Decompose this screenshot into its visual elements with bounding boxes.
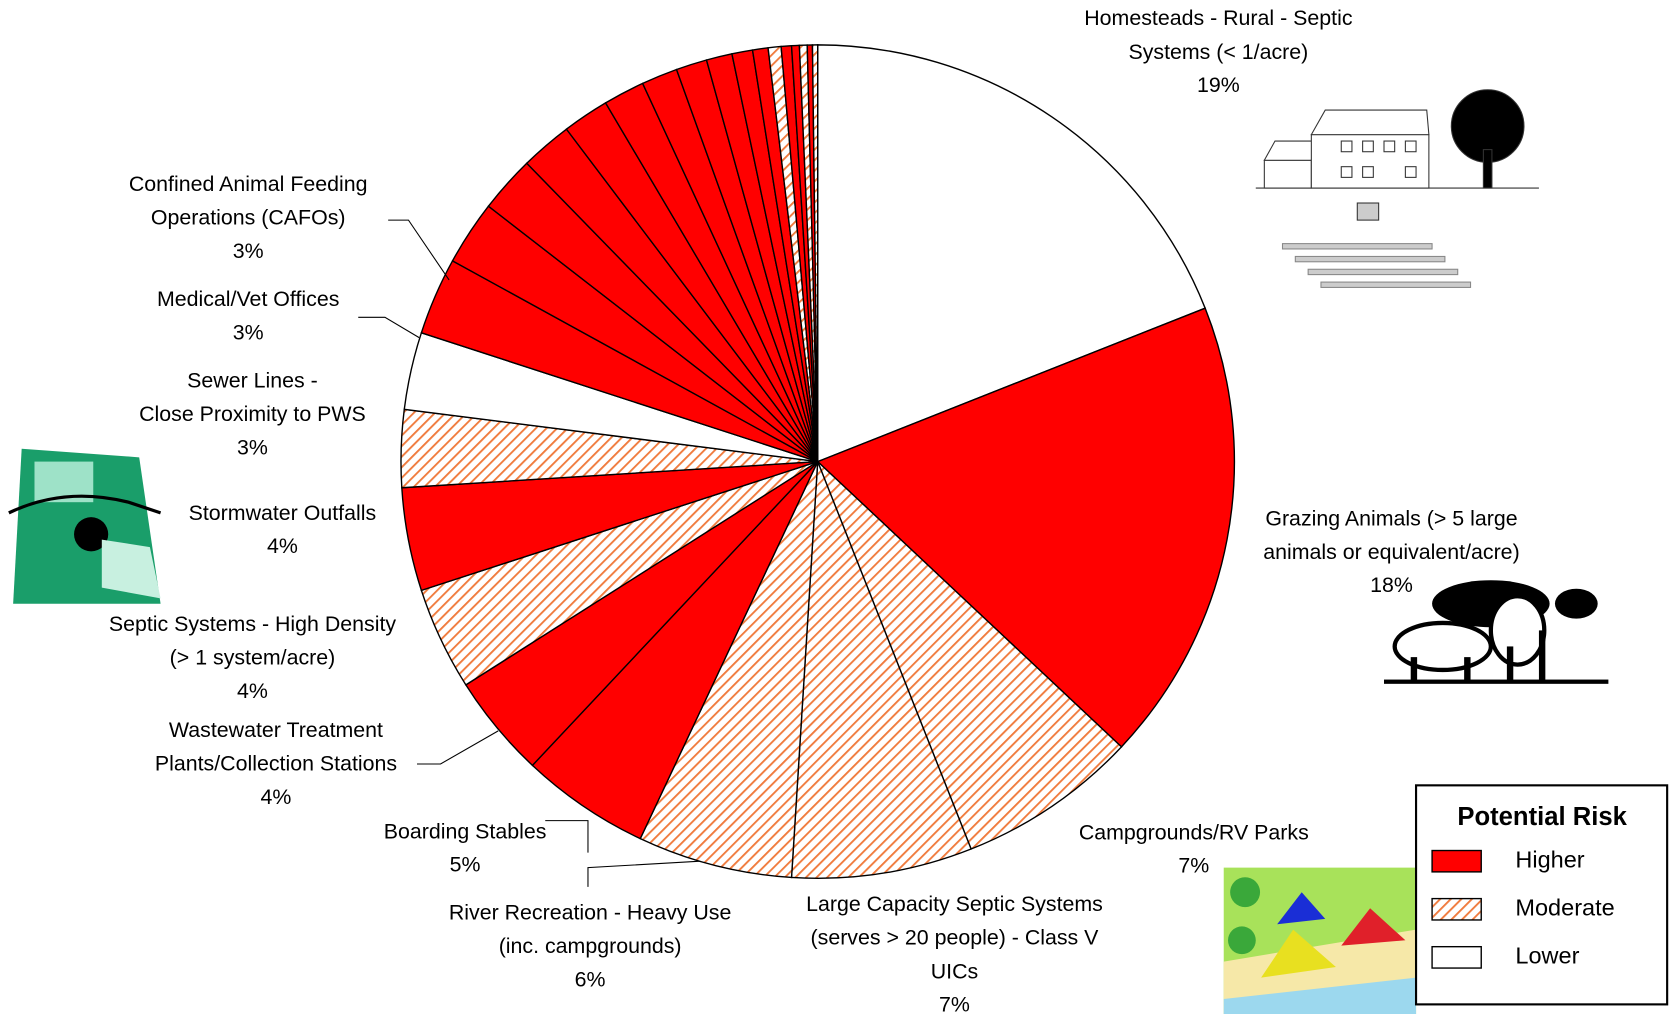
value-label: 3% [233,239,264,263]
clipart-animals [1384,580,1608,684]
legend-title: Potential Risk [1457,803,1627,831]
value-label: 4% [237,679,268,703]
legend: Potential Risk Higher Moderate Lower [1416,785,1667,1004]
legend-swatch [1432,947,1481,968]
slice-label: Boarding Stables [384,819,547,843]
value-label: 4% [267,534,298,558]
leader-line [588,861,700,887]
clipart-stormwater [9,449,161,604]
legend-swatch [1432,851,1481,872]
value-label: 3% [237,435,268,459]
leader-line [388,220,449,280]
slice-label: Septic Systems - High Density(> 1 system… [109,612,397,670]
value-label: 6% [575,968,606,992]
legend-label: Lower [1515,943,1579,969]
page: {"chart_data": { "type": "pie", "categor… [0,0,1676,1014]
value-label: 18% [1370,573,1413,597]
clipart-homestead [1256,90,1539,288]
slice-label: Stormwater Outfalls [189,501,377,525]
slice-label: Campgrounds/RV Parks [1079,820,1309,844]
slice-label: River Recreation - Heavy Use(inc. campgr… [449,900,732,958]
value-label: 19% [1197,73,1240,97]
value-label: 3% [233,321,264,345]
legend-swatch [1432,899,1481,920]
legend-label: Higher [1515,846,1584,872]
leader-line [358,317,419,337]
leader-line [545,821,588,853]
value-label: 5% [450,853,481,877]
slice-label: Sewer Lines -Close Proximity to PWS [139,368,366,426]
chart: Homesteads - Rural - SepticSystems (< 1/… [0,0,1676,1014]
value-label: 7% [939,993,970,1014]
value-label: 7% [1178,854,1209,878]
value-label: 4% [261,785,292,809]
clipart-campground [1224,868,1416,1014]
slice-label: Medical/Vet Offices [157,287,339,311]
slice-label: Large Capacity Septic Systems(serves > 2… [806,892,1103,983]
legend-label: Moderate [1515,894,1614,920]
pie [401,45,1234,878]
leader-line [417,731,498,764]
